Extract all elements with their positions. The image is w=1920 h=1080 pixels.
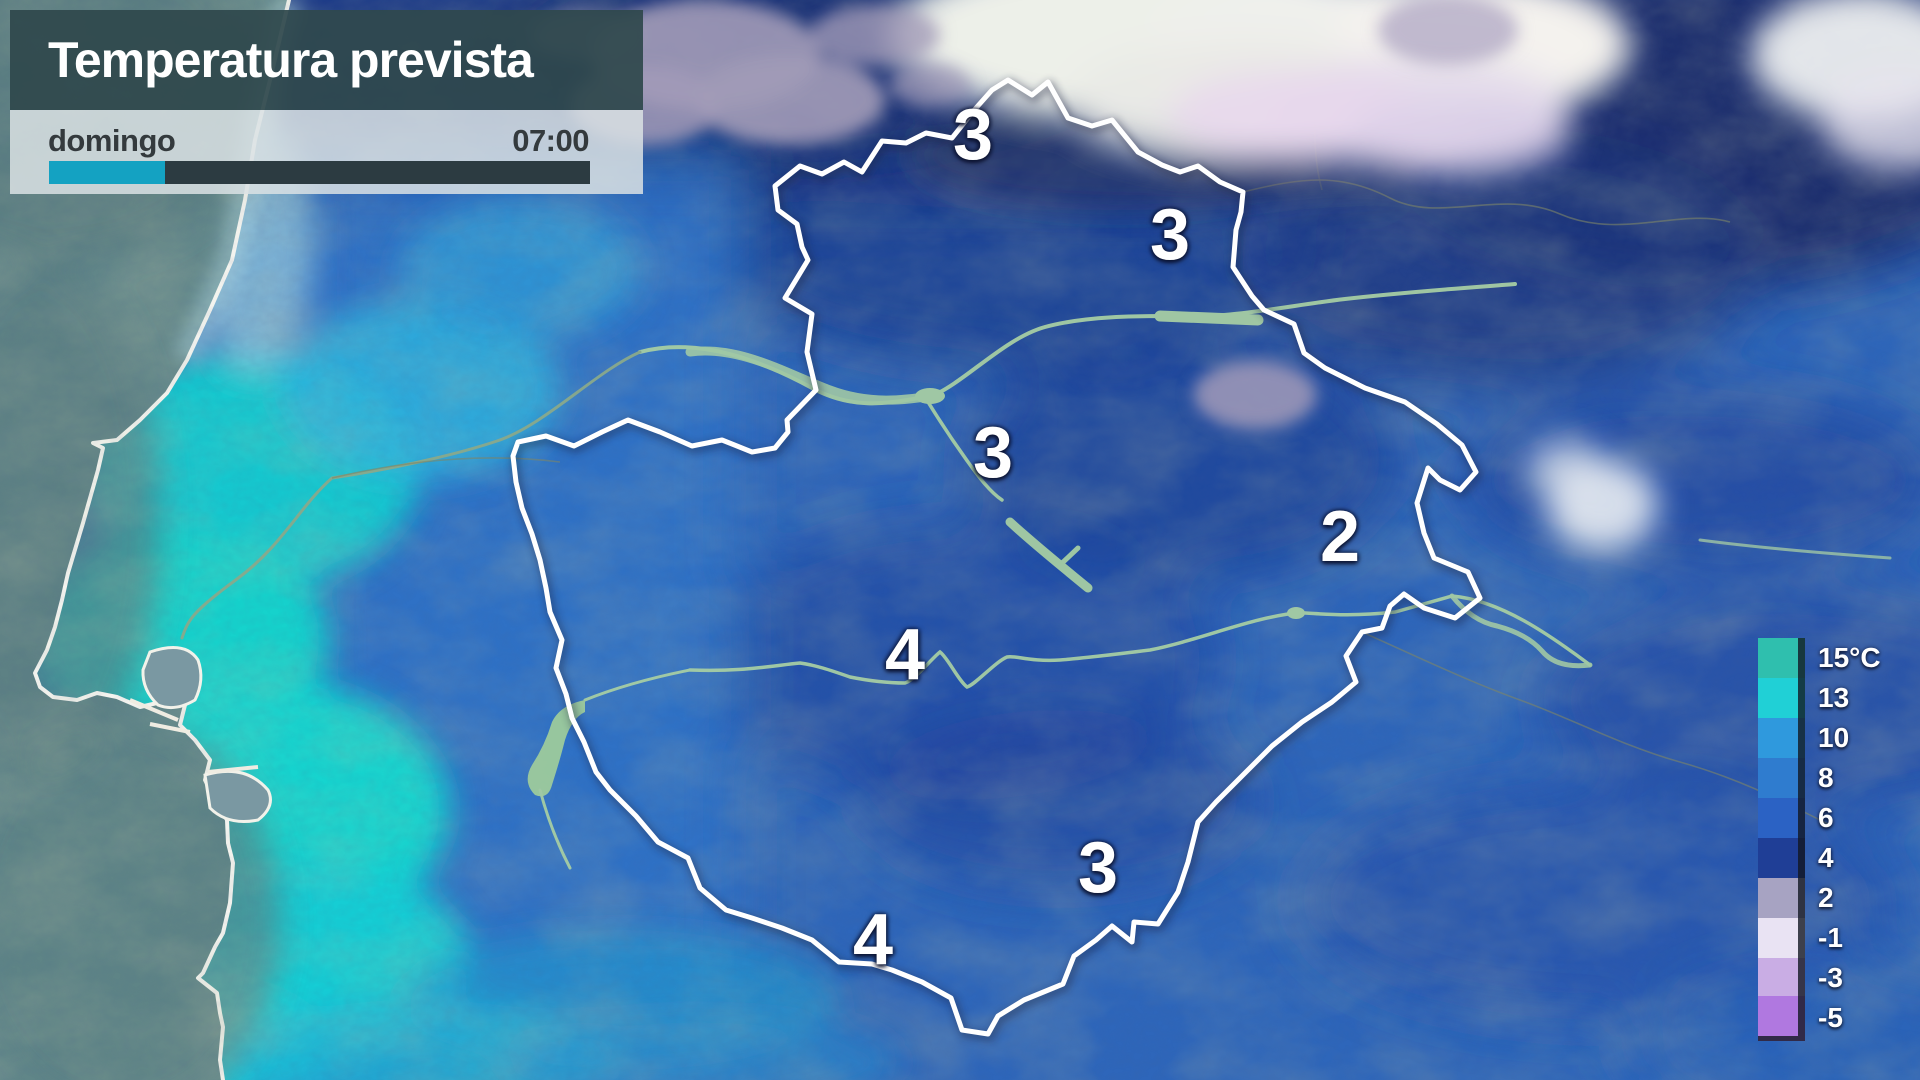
- temperature-label: 2: [1319, 497, 1361, 577]
- legend-label: 6: [1818, 802, 1834, 833]
- legend-label: -3: [1818, 962, 1843, 993]
- legend-label: 2: [1818, 882, 1834, 913]
- day-label: domingo: [48, 123, 176, 158]
- legend-label: 4: [1818, 842, 1834, 873]
- legend-row: -1: [1758, 918, 1881, 958]
- header-panel: Temperatura prevista: [10, 10, 643, 110]
- temperature-label: 4: [884, 615, 926, 695]
- legend-label: 8: [1818, 762, 1834, 793]
- legend-row: 10: [1758, 718, 1881, 758]
- temperature-legend: 15°C 13 10 8 6 4 2 -1: [1758, 638, 1881, 1041]
- legend-label: -5: [1818, 1002, 1843, 1033]
- page-title: Temperatura prevista: [48, 32, 534, 88]
- legend-label: -1: [1818, 922, 1843, 953]
- progress-bar: [49, 161, 590, 184]
- legend-swatch: [1758, 678, 1805, 718]
- temperature-label: 3: [1149, 195, 1191, 275]
- region-border: [510, 77, 1487, 1042]
- cloud-layer: [530, 0, 1920, 551]
- legend-swatch: [1758, 995, 1805, 1041]
- legend-label: 13: [1818, 682, 1850, 713]
- legend-row: -5: [1758, 995, 1881, 1041]
- legend-row: 15°C: [1758, 638, 1881, 678]
- legend-label: 10: [1818, 722, 1850, 753]
- legend-swatch: [1758, 798, 1805, 838]
- legend-swatch: [1758, 718, 1805, 758]
- rivers: [180, 282, 1892, 870]
- legend-swatch: [1758, 838, 1805, 878]
- temperature-label: 3: [1077, 828, 1119, 908]
- legend-swatch: [1758, 918, 1805, 958]
- temperature-label: 4: [852, 900, 894, 980]
- legend-row: 8: [1758, 758, 1881, 798]
- legend-row: 13: [1758, 678, 1881, 718]
- legend-swatch: [1758, 958, 1805, 998]
- legend-row: 6: [1758, 798, 1881, 838]
- legend-row: 4: [1758, 838, 1881, 878]
- temperature-label: 3: [972, 413, 1014, 493]
- estuaries: [129, 646, 272, 823]
- time-label: 07:00: [512, 123, 589, 158]
- legend-swatch: [1758, 638, 1805, 678]
- progress-fill: [49, 161, 165, 184]
- legend-swatch: [1758, 878, 1805, 918]
- temperature-label: 3: [952, 95, 994, 175]
- legend-swatch: [1758, 758, 1805, 798]
- legend-row: -3: [1758, 958, 1881, 998]
- legend-label: 15°C: [1818, 642, 1881, 673]
- legend-row: 2: [1758, 878, 1881, 918]
